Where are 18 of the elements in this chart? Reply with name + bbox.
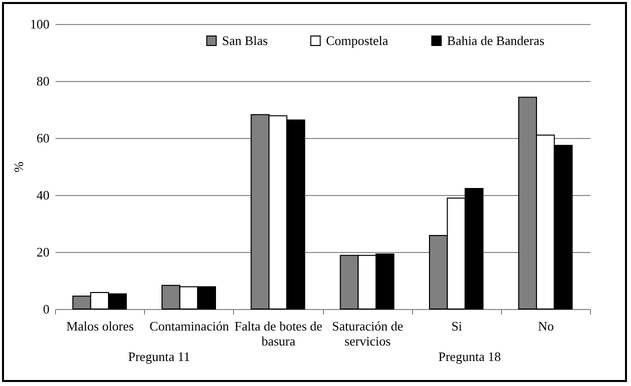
x-tick-label: Malos olores xyxy=(66,318,134,334)
legend-label: Bahia de Banderas xyxy=(447,32,544,48)
y-tick-label: 60 xyxy=(36,130,50,146)
x-tick-label: Saturación de servicios xyxy=(332,318,404,348)
x-tick-label: No xyxy=(538,318,554,334)
y-tick-label: 40 xyxy=(36,188,50,202)
legend-label: San Blas xyxy=(222,32,268,48)
y-tick-label: 20 xyxy=(36,244,50,260)
y-tick-label: 100 xyxy=(30,16,50,32)
y-tick-label: 80 xyxy=(36,74,50,88)
x-tick-label: Falta de botes de basura xyxy=(234,318,323,348)
text: Pregunta 18 xyxy=(438,349,501,365)
y-tick-label: 0 xyxy=(43,302,50,316)
y-axis-title: % xyxy=(11,161,26,172)
text: Pregunta 11 xyxy=(128,349,190,365)
legend-label: Compostela xyxy=(326,32,388,48)
x-tick-label: Si xyxy=(451,318,463,334)
x-tick-label: Contaminación xyxy=(150,318,230,334)
